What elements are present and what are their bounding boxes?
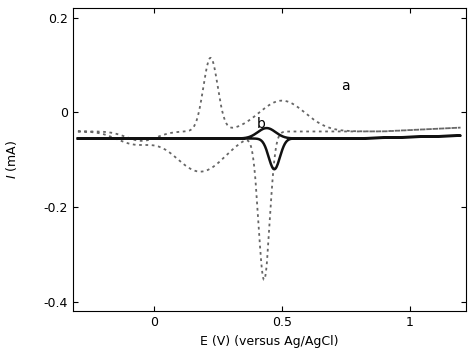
Text: a: a — [341, 79, 349, 93]
X-axis label: E (V) (versus Ag/AgCl): E (V) (versus Ag/AgCl) — [200, 335, 338, 348]
Text: $\mathit{I}$ (mA): $\mathit{I}$ (mA) — [4, 140, 19, 179]
Text: b: b — [256, 117, 265, 131]
